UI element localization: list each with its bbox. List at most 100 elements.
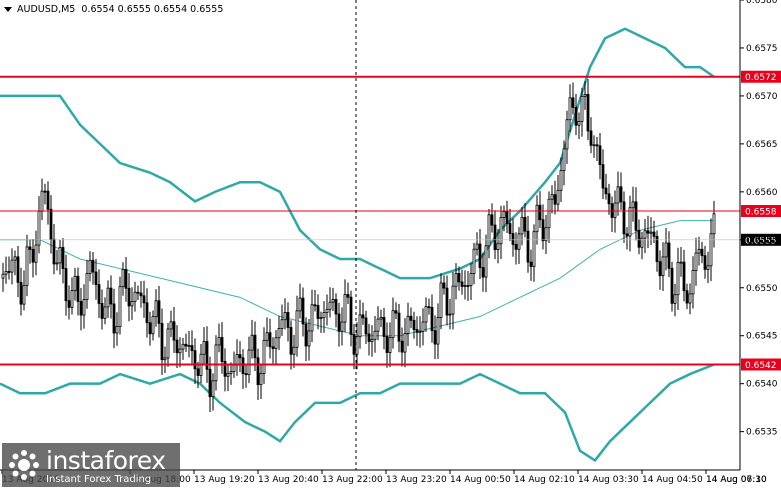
candle-bear: [703, 255, 707, 270]
candle-bull: [463, 285, 467, 287]
candle-bear: [595, 144, 599, 147]
candle-bull: [307, 330, 311, 347]
candle-bear: [97, 284, 101, 304]
candle-bull: [247, 349, 251, 376]
candle-bear: [598, 145, 602, 166]
candle-bull: [181, 343, 185, 350]
candle-bear: [385, 336, 389, 353]
candle-bear: [256, 357, 260, 386]
candle-bull: [73, 275, 77, 292]
candle-bull: [577, 121, 581, 126]
candle-bull: [34, 244, 38, 263]
level-price-tag: [741, 70, 781, 83]
candle-bear: [43, 190, 47, 193]
candle-bull: [475, 243, 479, 250]
candle-bear: [442, 282, 446, 289]
candle-bear: [238, 354, 242, 359]
candle-bear: [112, 303, 116, 334]
candle-bull: [520, 216, 524, 235]
dropdown-triangle-icon[interactable]: [4, 7, 12, 12]
candle-bull: [343, 294, 347, 323]
candle-bear: [241, 357, 245, 375]
candle-bear: [346, 294, 350, 298]
candle-bull: [544, 227, 548, 242]
candle-bull: [88, 259, 92, 274]
candle-bull: [664, 242, 668, 258]
candle-bull: [448, 313, 452, 316]
candle-bull: [331, 299, 335, 303]
candle-bull: [580, 95, 584, 122]
candle-bull: [178, 348, 182, 354]
candle-bull: [559, 170, 563, 191]
candle-bear: [124, 269, 128, 289]
candle-bear: [445, 287, 449, 316]
candle-bear: [157, 300, 161, 324]
candle-bear: [196, 368, 200, 376]
candle-bear: [127, 287, 131, 307]
candle-bull: [424, 306, 428, 323]
candle-bull: [484, 245, 488, 278]
candle-bull: [697, 248, 701, 254]
candle-bear: [607, 193, 611, 205]
candle-bull: [325, 308, 329, 313]
candle-bear: [253, 334, 257, 359]
candle-bull: [118, 286, 122, 327]
y-tick-label: 0.6555: [746, 236, 778, 246]
candle-bull: [250, 334, 254, 351]
candle-bull: [562, 148, 566, 171]
level-price-label: 0.6542: [745, 361, 777, 371]
candle-bull: [547, 198, 551, 229]
candle-bull: [283, 312, 287, 321]
candle-bull: [496, 243, 500, 251]
candle-bear: [175, 339, 179, 354]
candle-bear: [244, 373, 248, 376]
candle-bull: [103, 306, 107, 319]
candle-bull: [688, 293, 692, 304]
candle-bull: [280, 319, 284, 329]
brand-tagline: Instant Forex Trading: [46, 474, 152, 485]
candle-bear: [46, 190, 50, 210]
candle-bear: [286, 312, 290, 328]
candle-bear: [52, 238, 56, 265]
candle-bull: [22, 285, 26, 305]
candle-bull: [10, 259, 14, 273]
candle-bear: [574, 107, 578, 126]
candle-bear: [514, 243, 518, 250]
candle-bull: [391, 310, 395, 339]
candle-bull: [535, 204, 539, 233]
candle-bull: [679, 261, 683, 264]
candle-bear: [553, 194, 557, 205]
candle-bull: [373, 330, 377, 340]
candle-bull: [229, 371, 233, 374]
candle-bull: [469, 273, 473, 286]
candle-bear: [460, 281, 464, 287]
candle-bull: [436, 317, 440, 345]
candle-bull: [709, 233, 713, 267]
candle-bear: [625, 233, 629, 237]
candle-bear: [415, 329, 419, 333]
candle-bear: [19, 281, 23, 305]
candle-bear: [493, 224, 497, 251]
candle-bear: [367, 333, 371, 342]
candle-bull: [421, 321, 425, 332]
candle-bear: [49, 208, 53, 240]
candle-bear: [466, 285, 470, 287]
candle-bear: [349, 296, 353, 335]
candle-bear: [301, 297, 305, 325]
candle-bear: [190, 345, 194, 352]
candle-bear: [304, 323, 308, 347]
level-price-tag: [741, 358, 781, 371]
x-tick-label: 14 Aug 07:30: [706, 475, 767, 485]
level-price-label: 0.6572: [745, 73, 777, 83]
candle-bull: [712, 213, 716, 235]
candle-bear: [160, 322, 164, 361]
candle-bull: [214, 344, 218, 382]
candle-bear: [541, 219, 545, 242]
candle-bull: [319, 317, 323, 320]
candle-bear: [142, 295, 146, 304]
candle-bear: [334, 299, 338, 315]
y-tick-label: 0.6540: [746, 380, 778, 390]
candle-bull: [274, 337, 278, 349]
